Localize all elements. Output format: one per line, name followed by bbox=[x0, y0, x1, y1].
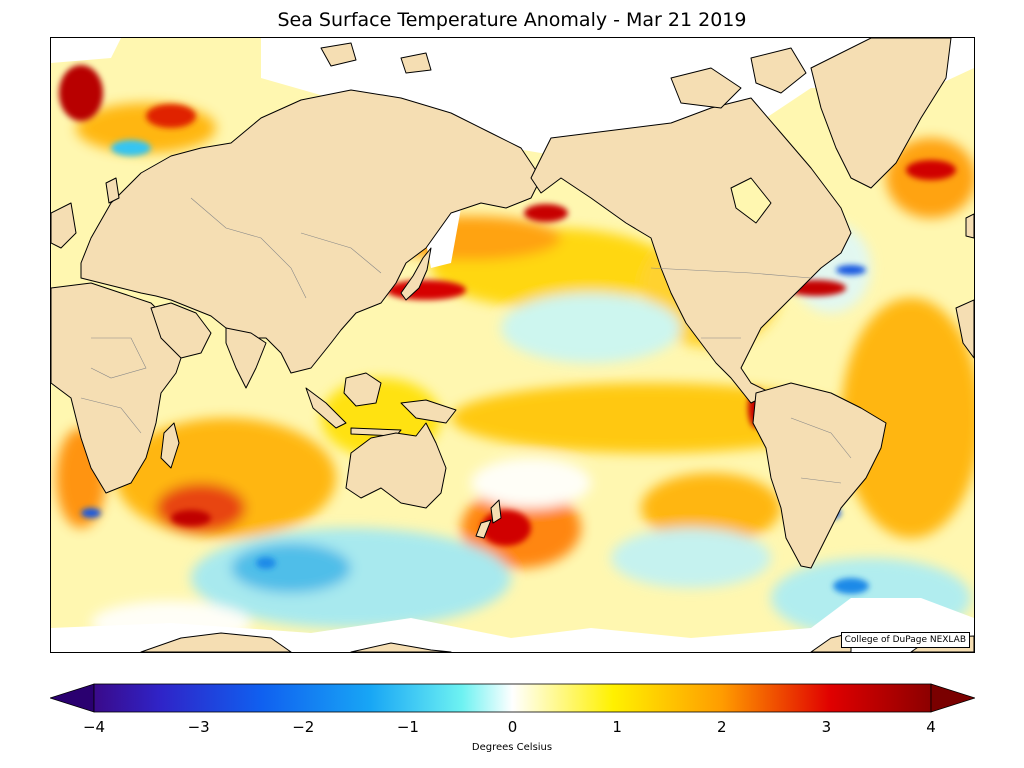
colorbar-tick-label: 3 bbox=[821, 718, 832, 736]
sst-anomaly-map: College of DuPage NEXLAB bbox=[50, 37, 975, 653]
south-america-landmass bbox=[752, 382, 887, 569]
colorbar-tick-label: −4 bbox=[82, 718, 106, 736]
colorbar-tick-label: −2 bbox=[292, 718, 315, 736]
colorbar bbox=[50, 683, 975, 713]
colorbar-tick-label: 1 bbox=[612, 718, 622, 736]
colorbar-label: Degrees Celsius bbox=[471, 742, 553, 753]
australia-landmass bbox=[345, 422, 447, 509]
colorbar-tick-label: −3 bbox=[187, 718, 210, 736]
map-title: Sea Surface Temperature Anomaly - Mar 21… bbox=[277, 9, 747, 31]
colorbar-gradient bbox=[93, 683, 932, 713]
colorbar-tick-label: 4 bbox=[926, 718, 936, 736]
greenland-landmass bbox=[810, 38, 952, 189]
land-layer bbox=[51, 38, 974, 652]
colorbar-tick-label: 0 bbox=[507, 718, 518, 736]
colorbar-tick-label: −1 bbox=[396, 718, 419, 736]
colorbar-min-extension bbox=[50, 683, 95, 713]
colorbar-tick-label: 2 bbox=[716, 718, 727, 736]
country-borders bbox=[80, 197, 852, 484]
colorbar-max-extension bbox=[930, 683, 975, 713]
credit-label: College of DuPage NEXLAB bbox=[840, 632, 970, 648]
africa-landmass bbox=[51, 282, 187, 494]
eurasia-landmass bbox=[80, 89, 542, 374]
map-canvas bbox=[51, 38, 974, 652]
north-america-landmass bbox=[530, 97, 852, 404]
